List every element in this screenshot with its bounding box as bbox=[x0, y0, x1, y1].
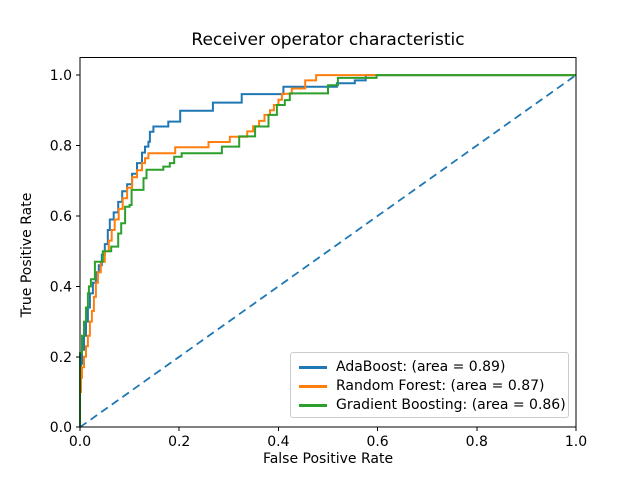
legend: AdaBoost: (area = 0.89) Random Forest: (… bbox=[290, 352, 569, 418]
roc-curve-adaboost bbox=[79, 74, 576, 428]
chart-title: Receiver operator characteristic bbox=[191, 30, 465, 50]
y-axis-label: True Positive Rate bbox=[19, 192, 35, 318]
y-tick-label: 0.2 bbox=[50, 350, 72, 366]
y-tick-label: 0.8 bbox=[50, 139, 72, 155]
legend-item-label: Gradient Boosting: (area = 0.86) bbox=[336, 397, 566, 413]
x-tick-label: 1.0 bbox=[565, 434, 587, 450]
y-tick-label: 1.0 bbox=[50, 68, 72, 84]
chance-diagonal-line bbox=[79, 74, 577, 428]
legend-item: Random Forest: (area = 0.87) bbox=[299, 377, 560, 396]
y-tick-label: 0.4 bbox=[50, 279, 72, 295]
y-tick-label: 0.6 bbox=[50, 209, 72, 225]
x-tick-label: 0.8 bbox=[466, 434, 488, 450]
roc-curve-random-forest bbox=[79, 74, 576, 428]
legend-line-swatch bbox=[299, 366, 327, 369]
legend-item-label: Random Forest: (area = 0.87) bbox=[336, 378, 545, 394]
legend-item: AdaBoost: (area = 0.89) bbox=[299, 358, 560, 377]
roc-curve-gradient-boosting bbox=[79, 74, 576, 428]
x-tick-label: 0.0 bbox=[69, 434, 91, 450]
x-tick-label: 0.2 bbox=[168, 434, 190, 450]
y-tick-label: 0.0 bbox=[50, 420, 72, 436]
legend-item-label: AdaBoost: (area = 0.89) bbox=[336, 359, 506, 375]
x-axis-label: False Positive Rate bbox=[262, 451, 394, 467]
legend-item: Gradient Boosting: (area = 0.86) bbox=[299, 396, 566, 415]
x-tick-label: 0.4 bbox=[267, 434, 289, 450]
legend-line-swatch bbox=[299, 404, 327, 407]
legend-line-swatch bbox=[299, 385, 327, 388]
x-tick-label: 0.6 bbox=[366, 434, 388, 450]
axes-spines bbox=[79, 57, 577, 428]
